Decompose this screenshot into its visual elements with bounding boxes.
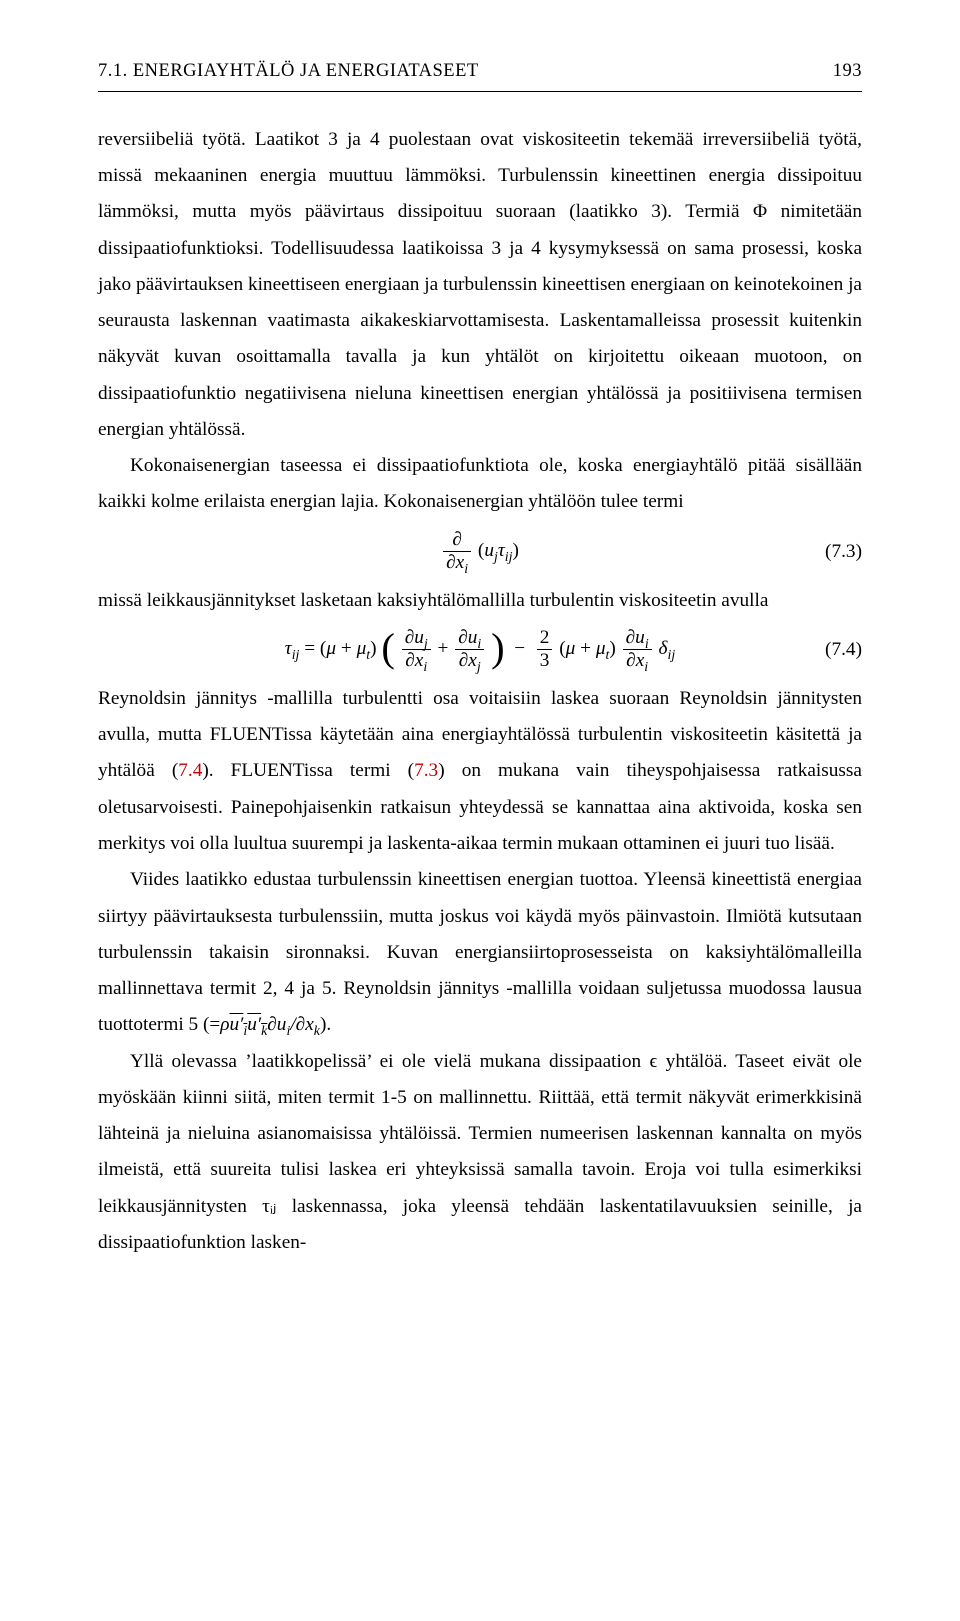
production-term-formula: ρu′iu′k∂ui/∂xk [220,1014,320,1035]
paragraph-2: Kokonaisenergian taseessa ei dissipaatio… [98,448,862,521]
equation-7-3-content: ∂∂xi (ujτij) [441,529,519,574]
ref-7-4: 7.4 [178,760,202,781]
paragraph-3: missä leikkausjännitykset lasketaan kaks… [98,583,862,619]
equation-7-4-number: (7.4) [825,632,862,668]
equation-7-3: ∂∂xi (ujτij) (7.3) [98,529,862,575]
paragraph-4: Reynoldsin jännitys -mallilla turbulentt… [98,681,862,862]
ref-7-3: 7.3 [414,760,438,781]
paragraph-5-text: Viides laatikko edustaa turbulenssin kin… [98,869,862,1035]
header-section-title: 7.1. ENERGIAYHTÄLÖ JA ENERGIATASEET [98,54,479,89]
paragraph-1: reversiibeliä työtä. Laatikot 3 ja 4 puo… [98,122,862,448]
page: 7.1. ENERGIAYHTÄLÖ JA ENERGIATASEET 193 … [0,0,960,1315]
equation-7-4: τij = (μ + μt) ( ∂uj∂xi + ∂ui∂xj ) − 23 … [98,627,862,673]
equation-7-4-content: τij = (μ + μt) ( ∂uj∂xi + ∂ui∂xj ) − 23 … [285,627,675,672]
paragraph-4-text-b: ). FLUENTissa termi ( [202,760,414,781]
page-header: 7.1. ENERGIAYHTÄLÖ JA ENERGIATASEET 193 [98,54,862,92]
paragraph-6: Yllä olevassa ’laatikkopelissä’ ei ole v… [98,1044,862,1262]
header-page-number: 193 [833,54,862,89]
paragraph-5: Viides laatikko edustaa turbulenssin kin… [98,862,862,1043]
equation-7-3-number: (7.3) [825,534,862,570]
